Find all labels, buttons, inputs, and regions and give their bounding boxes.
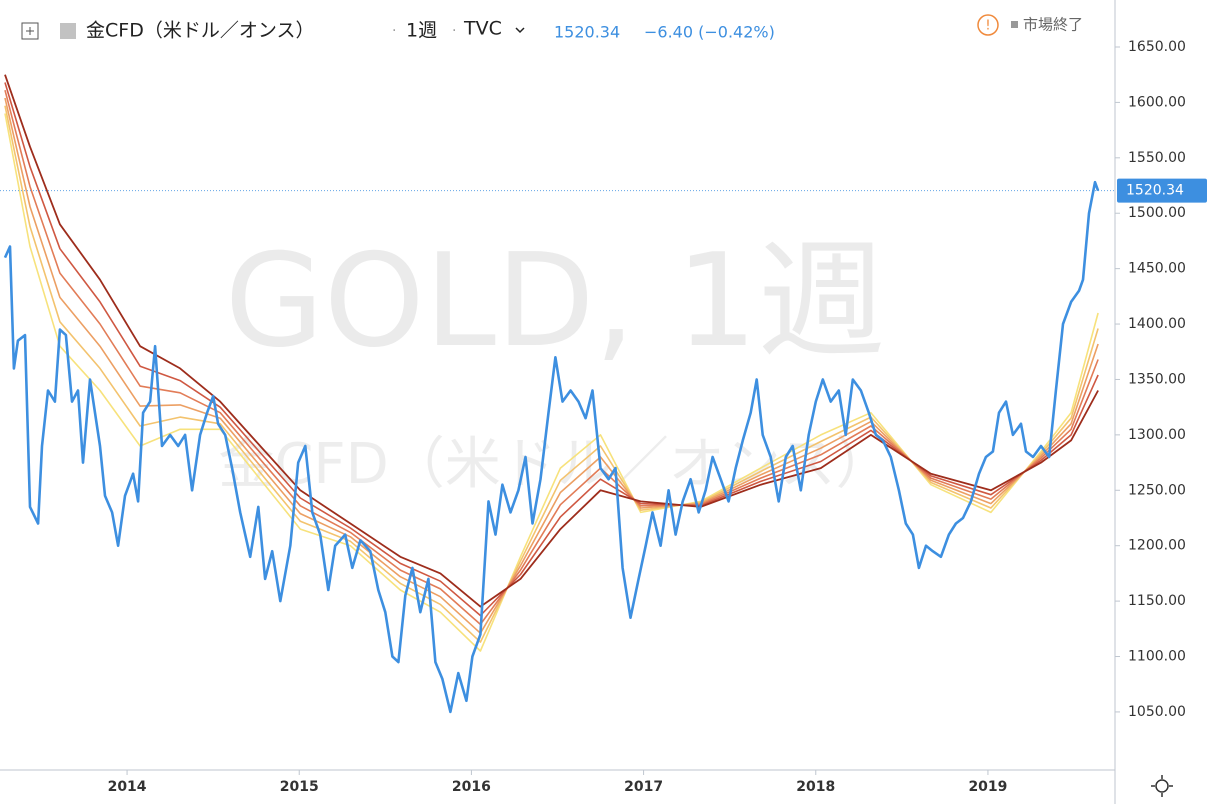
watermark: GOLD, 1週 xyxy=(225,227,886,376)
y-tick-label: 1550.00 xyxy=(1128,150,1186,166)
y-tick-label: 1600.00 xyxy=(1128,94,1186,110)
y-tick-label: 1200.00 xyxy=(1128,538,1186,554)
y-tick-label: 1100.00 xyxy=(1128,649,1186,665)
y-tick-label: 1250.00 xyxy=(1128,482,1186,498)
x-tick-label: 2019 xyxy=(968,779,1007,795)
y-tick-label: 1450.00 xyxy=(1128,261,1186,277)
dropdown-icon[interactable] xyxy=(515,27,525,34)
x-tick-label: 2016 xyxy=(452,779,491,795)
y-tick-label: 1400.00 xyxy=(1128,316,1186,332)
x-tick-label: 2018 xyxy=(796,779,835,795)
y-tick-label: 1150.00 xyxy=(1128,593,1186,609)
gear-teeth xyxy=(1151,775,1173,797)
exchange[interactable]: TVC xyxy=(463,18,502,40)
series-line xyxy=(3,180,1100,714)
series-line xyxy=(4,82,1099,617)
series-line xyxy=(4,89,1099,626)
y-tick-label: 1650.00 xyxy=(1128,39,1186,55)
y-tick-label: 1350.00 xyxy=(1128,371,1186,387)
last-price-box xyxy=(1117,178,1207,203)
last-price-label: 1520.34 xyxy=(1126,183,1184,199)
change: −6.40 (−0.42%) xyxy=(644,23,775,42)
x-tick-label: 2017 xyxy=(624,779,663,795)
symbol-icon xyxy=(60,23,76,39)
plot xyxy=(0,74,1115,714)
settings-icon[interactable] xyxy=(1151,775,1173,797)
interval[interactable]: 1週 xyxy=(406,20,437,42)
y-tick-label: 1300.00 xyxy=(1128,427,1186,443)
series-line xyxy=(4,74,1099,608)
x-tick-label: 2015 xyxy=(280,779,319,795)
y-tick-label: 1050.00 xyxy=(1128,704,1186,720)
watermark-sub: 金CFD（米ドル／オンス） xyxy=(218,432,891,497)
separator: · xyxy=(452,23,456,39)
y-tick-label: 1500.00 xyxy=(1128,205,1186,221)
header: 金CFD（米ドル／オンス） · 1週 · TVC 1520.34 −6.40 (… xyxy=(21,14,1083,42)
symbol[interactable]: 金CFD（米ドル／オンス） xyxy=(86,20,314,42)
market-status: 市場終了 xyxy=(1023,16,1083,34)
alert-icon[interactable] xyxy=(977,14,999,36)
status-dot xyxy=(1011,21,1018,28)
x-tick-label: 2014 xyxy=(108,779,147,795)
price: 1520.34 xyxy=(554,23,620,42)
expand-icon[interactable] xyxy=(21,22,39,40)
separator: · xyxy=(392,23,396,39)
alert-mark: ! xyxy=(985,19,990,34)
gear xyxy=(1155,779,1169,793)
